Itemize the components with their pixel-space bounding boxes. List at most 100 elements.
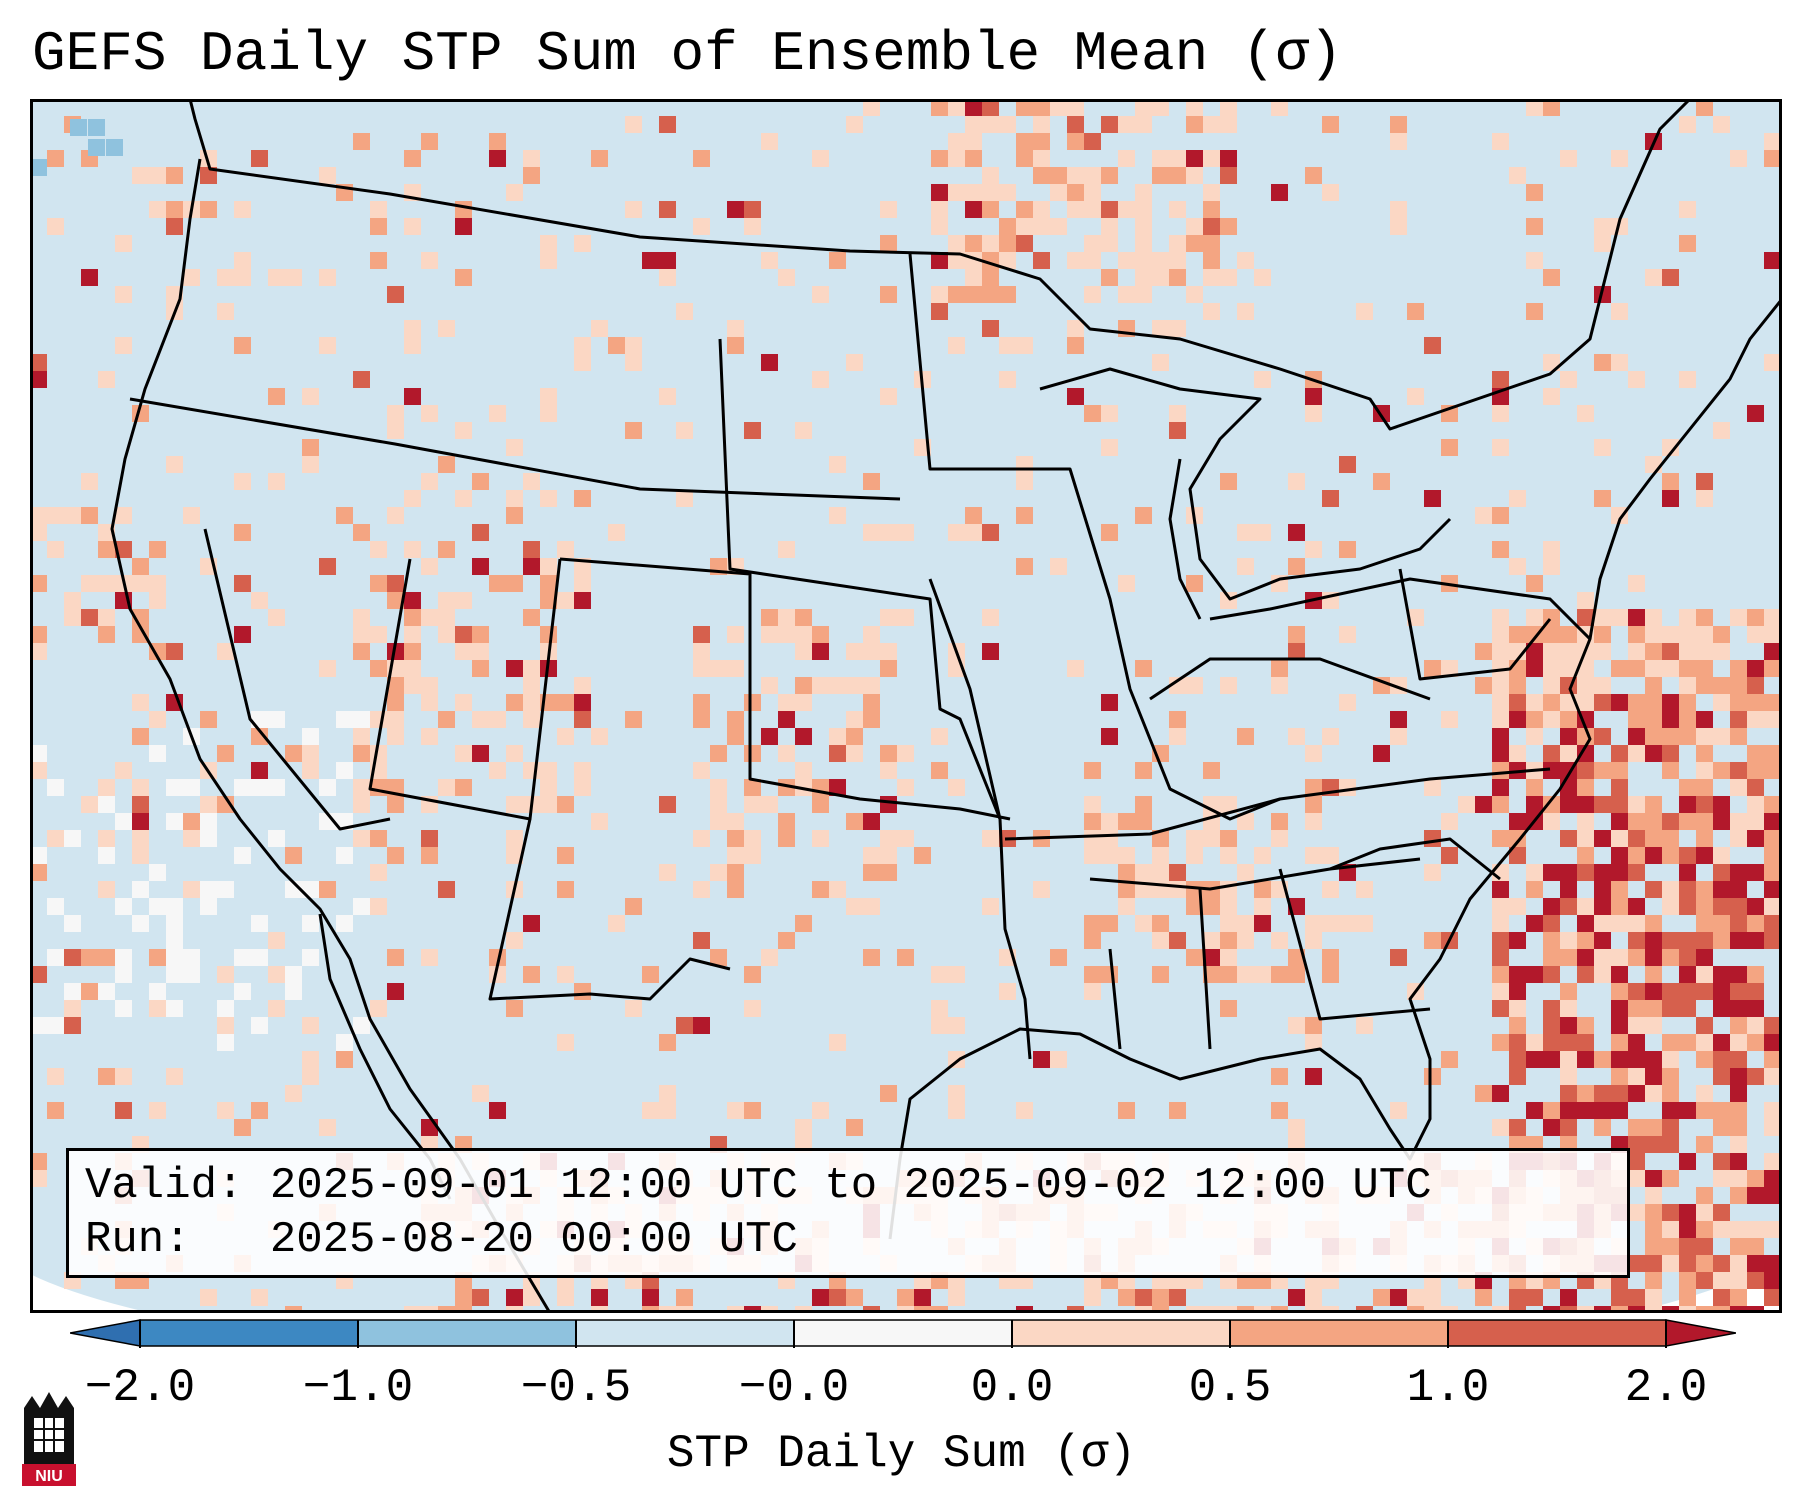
stp-cell <box>1084 405 1101 422</box>
stp-cell <box>812 881 829 898</box>
stp-cell <box>1169 167 1186 184</box>
stp-cell <box>81 796 98 813</box>
stp-cell-negative <box>70 119 87 136</box>
stp-cell <box>64 915 81 932</box>
stp-cell <box>948 779 965 796</box>
stp-cell <box>591 320 608 337</box>
stp-cell <box>727 201 744 218</box>
stp-cell <box>1611 694 1628 711</box>
stp-cell <box>1152 847 1169 864</box>
stp-cell <box>1288 558 1305 575</box>
stp-cell <box>1254 1306 1271 1313</box>
stp-cell <box>149 201 166 218</box>
stp-cell <box>1526 643 1543 660</box>
stp-cell <box>1730 660 1747 677</box>
stp-cell <box>1577 1017 1594 1034</box>
stp-cell <box>149 864 166 881</box>
stp-cell <box>1764 643 1781 660</box>
stp-cell <box>115 1102 132 1119</box>
stp-cell <box>268 779 285 796</box>
stp-cell <box>489 711 506 728</box>
stp-cell <box>1594 218 1611 235</box>
stp-cell <box>1730 1221 1747 1238</box>
stp-cell <box>863 99 880 116</box>
stp-cell <box>64 983 81 1000</box>
stp-cell <box>557 1034 574 1051</box>
stp-cell <box>523 167 540 184</box>
stp-cell <box>353 779 370 796</box>
stp-cell <box>1305 1306 1322 1313</box>
stp-cell <box>353 371 370 388</box>
stp-cell <box>557 541 574 558</box>
stp-cell <box>47 1068 64 1085</box>
stp-cell <box>404 1306 421 1313</box>
stp-cell <box>166 167 183 184</box>
stp-cell <box>1390 711 1407 728</box>
stp-cell <box>1662 745 1679 762</box>
stp-cell <box>404 337 421 354</box>
stp-cell <box>421 847 438 864</box>
stp-cell <box>1747 609 1764 626</box>
stp-cell <box>1356 1306 1373 1313</box>
stp-cell <box>1747 1017 1764 1034</box>
stp-cell <box>1645 966 1662 983</box>
stp-cell <box>1747 626 1764 643</box>
stp-cell <box>217 745 234 762</box>
stp-cell <box>1730 881 1747 898</box>
stp-cell <box>353 745 370 762</box>
stp-cell <box>98 847 115 864</box>
stp-cell <box>421 830 438 847</box>
stp-cell <box>523 609 540 626</box>
stp-cell <box>812 371 829 388</box>
stp-cell <box>1237 915 1254 932</box>
stp-cell <box>200 1289 217 1306</box>
stp-cell <box>693 660 710 677</box>
stp-cell <box>1067 133 1084 150</box>
stp-cell <box>1764 881 1781 898</box>
stp-cell <box>1390 116 1407 133</box>
stp-cell <box>268 966 285 983</box>
stp-cell <box>812 1102 829 1119</box>
stp-cell <box>1526 796 1543 813</box>
stp-cell <box>1577 847 1594 864</box>
stp-cell <box>1305 847 1322 864</box>
stp-cell <box>1084 286 1101 303</box>
stp-cell <box>404 388 421 405</box>
stp-cell <box>642 252 659 269</box>
west-coast <box>110 158 552 1313</box>
stp-cell <box>574 490 591 507</box>
stp-cell <box>1186 677 1203 694</box>
stp-cell <box>659 252 676 269</box>
stp-cell <box>965 184 982 201</box>
stp-cell <box>880 864 897 881</box>
stp-cell <box>1713 1068 1730 1085</box>
stp-cell <box>557 728 574 745</box>
stp-cell <box>387 847 404 864</box>
stp-cell <box>421 1306 438 1313</box>
stp-cell <box>1645 1051 1662 1068</box>
stp-cell <box>931 184 948 201</box>
stp-cell <box>1594 728 1611 745</box>
us-canada-border <box>188 99 1692 431</box>
stp-cell <box>1492 694 1509 711</box>
stp-cell <box>1424 1289 1441 1306</box>
stp-cell <box>1033 218 1050 235</box>
stp-cell <box>1730 830 1747 847</box>
stp-cell <box>1033 99 1050 116</box>
stp-cell <box>1271 932 1288 949</box>
stp-cell <box>404 643 421 660</box>
stp-cell <box>540 558 557 575</box>
stp-cell <box>1543 694 1560 711</box>
stp-cell <box>1203 116 1220 133</box>
stp-cell <box>1713 796 1730 813</box>
stp-cell <box>387 694 404 711</box>
stp-cell <box>1543 864 1560 881</box>
stp-cell <box>472 711 489 728</box>
stp-cell <box>217 269 234 286</box>
stp-cell <box>1577 813 1594 830</box>
stp-cell <box>1577 864 1594 881</box>
stp-cell <box>251 1289 268 1306</box>
stp-cell <box>1628 983 1645 1000</box>
stp-cell <box>234 524 251 541</box>
stp-cell <box>1305 813 1322 830</box>
